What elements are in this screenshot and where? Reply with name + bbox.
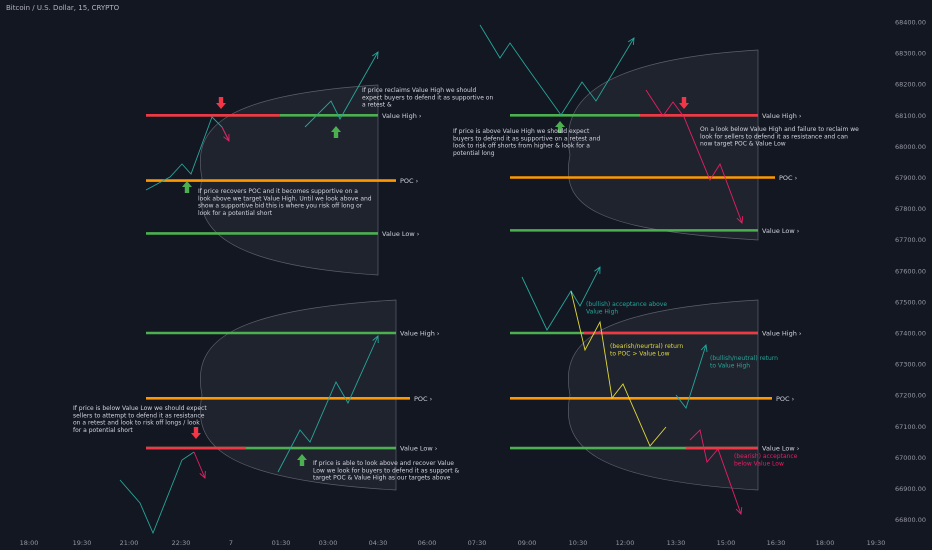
x-tick-label: 01:30 — [272, 539, 291, 547]
arrow-p3b — [199, 470, 206, 479]
profile-p3 — [199, 299, 397, 491]
annotation-p4c: (bullish/neutral) return to Value High — [710, 355, 778, 369]
price-path-p4a — [521, 266, 601, 331]
big-arrow-down-p2 — [679, 97, 689, 109]
big-arrow-up-p1a — [182, 181, 192, 193]
chart-title: Bitcoin / U.S. Dollar, 15, CRYPTO — [6, 4, 120, 12]
annotation-p3b: If price is able to look above and recov… — [313, 460, 459, 482]
big-arrow-up-p1b — [331, 126, 341, 138]
y-tick-label: 67800.00 — [895, 205, 926, 213]
price-path-p3c — [277, 335, 379, 473]
y-tick-label: 67300.00 — [895, 361, 926, 369]
x-tick-label: 03:00 — [319, 539, 338, 547]
profile-p2 — [567, 49, 759, 241]
x-tick-label: 09:00 — [518, 539, 537, 547]
arrow-p3c — [372, 335, 379, 344]
price-path-p4c — [675, 344, 707, 409]
annotation-p2a: If price is above Value High we should e… — [453, 128, 600, 157]
value-low-line-p2-label: Value Low › — [762, 227, 800, 235]
y-tick-label: 66900.00 — [895, 485, 926, 493]
y-tick-label: 66800.00 — [895, 516, 926, 524]
value-low-line-p1-label: Value Low › — [382, 230, 420, 238]
arrow-p2b — [736, 215, 744, 224]
x-tick-label: 07:30 — [468, 539, 487, 547]
price-path-p3a — [119, 451, 195, 535]
x-tick-label: 22:30 — [172, 539, 191, 547]
annotation-p4b: (bearish/neurtral) return to POC > Value … — [610, 343, 683, 357]
y-tick-label: 67000.00 — [895, 454, 926, 462]
price-path-p2a — [479, 24, 635, 116]
x-tick-label: 06:00 — [418, 539, 437, 547]
x-tick-label: 12:00 — [616, 539, 635, 547]
annotation-p1a: If price reclaims Value High we should ex… — [362, 87, 493, 109]
price-path-p1b — [221, 126, 230, 142]
big-arrow-up-p2 — [555, 121, 565, 133]
x-tick-label: 10:30 — [569, 539, 588, 547]
y-tick-label: 67200.00 — [895, 392, 926, 400]
y-tick-label: 67900.00 — [895, 174, 926, 182]
x-tick-label: 13:30 — [667, 539, 686, 547]
arrow-p2a — [627, 37, 635, 46]
annotation-p4a: (bullish) acceptance above Value High — [586, 301, 667, 315]
profile-p4 — [567, 299, 759, 491]
value-high-line-p2-label: Value High › — [762, 112, 802, 120]
x-tick-label: 19:30 — [73, 539, 92, 547]
price-path-p4d — [689, 429, 742, 515]
price-path-p4b — [570, 290, 667, 447]
y-tick-label: 67500.00 — [895, 298, 926, 306]
value-high-line-p4-label: Value High › — [762, 330, 802, 338]
value-high-line-p1-label: Value High › — [382, 112, 422, 120]
arrow-p4d — [735, 506, 743, 515]
poc-line-p2-label: POC › — [779, 174, 798, 182]
value-low-line-p3-label: Value Low › — [400, 445, 438, 453]
arrow-p4c — [700, 344, 708, 352]
poc-line-p3-label: POC › — [414, 395, 433, 403]
annotation-p3a: If price is below Value Low we should ex… — [73, 405, 207, 434]
poc-line-p1-label: POC › — [400, 177, 419, 185]
y-tick-label: 68300.00 — [895, 50, 926, 58]
x-tick-label: 7 — [229, 539, 233, 547]
x-tick-label: 19:30 — [867, 539, 886, 547]
price-path-p1c — [304, 51, 379, 128]
annotation-p4d: (bearish) acceptance below Value Low — [734, 453, 798, 467]
value-high-line-p3-label: Value High › — [400, 330, 440, 338]
price-path-p3b — [193, 451, 206, 479]
x-tick-label: 18:00 — [816, 539, 835, 547]
annotation-p1b: If price recovers POC and it becomes sup… — [198, 188, 372, 217]
value-low-line-p4-label: Value Low › — [762, 445, 800, 453]
y-tick-label: 68400.00 — [895, 19, 926, 27]
annotation-p2b: On a look below Value High and failure t… — [700, 126, 859, 148]
x-tick-label: 18:00 — [20, 539, 39, 547]
poc-line-p4-label: POC › — [776, 395, 795, 403]
arrow-p1c — [371, 51, 379, 60]
arrow-p4a — [594, 266, 601, 275]
y-tick-label: 67100.00 — [895, 423, 926, 431]
big-arrow-down-p1 — [216, 97, 226, 109]
big-arrow-down-p3 — [191, 427, 201, 439]
x-tick-label: 15:00 — [717, 539, 736, 547]
y-tick-label: 67400.00 — [895, 330, 926, 338]
y-tick-label: 67700.00 — [895, 236, 926, 244]
price-path-p2b — [645, 89, 743, 224]
y-tick-label: 67600.00 — [895, 267, 926, 275]
y-tick-label: 68000.00 — [895, 143, 926, 151]
x-tick-label: 16:30 — [767, 539, 786, 547]
x-tick-label: 21:00 — [120, 539, 139, 547]
x-tick-label: 04:30 — [369, 539, 388, 547]
y-tick-label: 68200.00 — [895, 81, 926, 89]
y-tick-label: 68100.00 — [895, 112, 926, 120]
big-arrow-up-p3 — [297, 454, 307, 466]
